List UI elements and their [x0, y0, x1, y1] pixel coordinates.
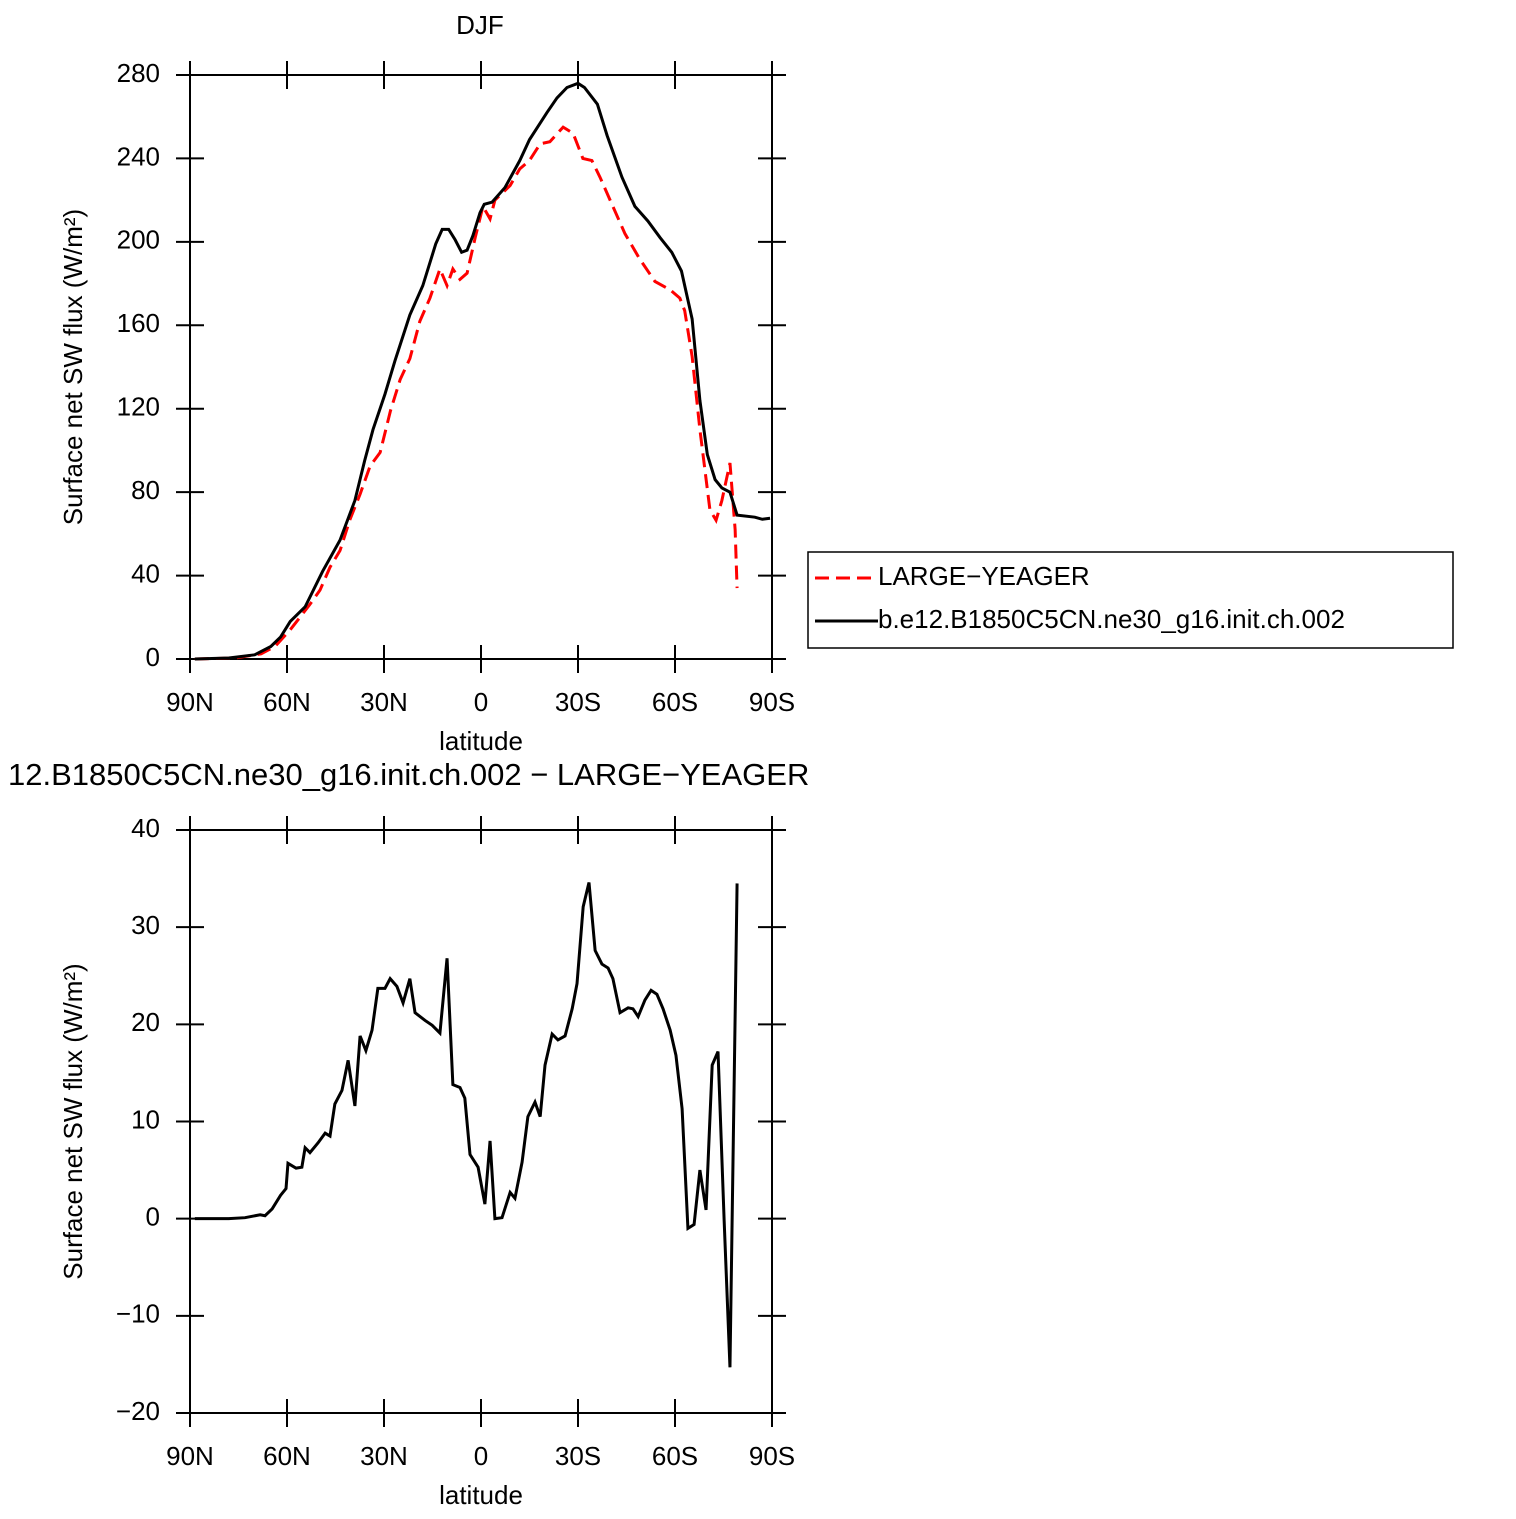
x-tick-label: 60N [263, 687, 311, 717]
y-tick-label: 0 [146, 1202, 160, 1232]
legend-label: LARGE−YEAGER [878, 561, 1090, 591]
y-axis-label: Surface net SW flux (W/m²) [58, 209, 88, 525]
x-tick-label: 30N [360, 1441, 408, 1471]
y-tick-label: 40 [131, 558, 160, 588]
legend-box [807, 551, 1454, 649]
y-tick-label: 200 [117, 225, 160, 255]
y-tick-label: 280 [117, 58, 160, 88]
x-tick-label: 90S [749, 1441, 795, 1471]
y-tick-label: 0 [146, 642, 160, 672]
y-tick-label: −10 [116, 1299, 160, 1329]
x-tick-label: 90N [166, 1441, 214, 1471]
x-tick-label: 0 [474, 687, 488, 717]
y-tick-label: 20 [131, 1007, 160, 1037]
data-line [194, 882, 739, 1368]
data-line [194, 81, 771, 661]
x-tick-label: 90N [166, 687, 214, 717]
x-tick-label: 30N [360, 687, 408, 717]
data-line [194, 125, 739, 661]
y-axis-label: Surface net SW flux (W/m²) [58, 963, 88, 1279]
y-tick-label: 120 [117, 392, 160, 422]
x-tick-label: 0 [474, 1441, 488, 1471]
x-tick-label: 60S [652, 687, 698, 717]
x-tick-label: 30S [555, 1441, 601, 1471]
y-tick-label: 240 [117, 141, 160, 171]
x-tick-label: 60S [652, 1441, 698, 1471]
y-tick-label: 30 [131, 910, 160, 940]
chart-title: 12.B1850C5CN.ne30_g16.init.ch.002 − LARG… [8, 757, 809, 792]
y-tick-label: −20 [116, 1396, 160, 1426]
x-tick-label: 60N [263, 1441, 311, 1471]
x-tick-label: 30S [555, 687, 601, 717]
plot-frame [189, 74, 773, 660]
plot-frame [189, 829, 773, 1414]
chart-title: DJF [456, 10, 504, 40]
y-tick-label: 80 [131, 475, 160, 505]
x-axis-label: latitude [439, 1480, 523, 1510]
y-tick-label: 40 [131, 813, 160, 843]
y-tick-label: 160 [117, 308, 160, 338]
x-axis-label: latitude [439, 726, 523, 756]
legend-label: b.e12.B1850C5CN.ne30_g16.init.ch.002 [878, 604, 1345, 634]
y-tick-label: 10 [131, 1104, 160, 1134]
x-tick-label: 90S [749, 687, 795, 717]
